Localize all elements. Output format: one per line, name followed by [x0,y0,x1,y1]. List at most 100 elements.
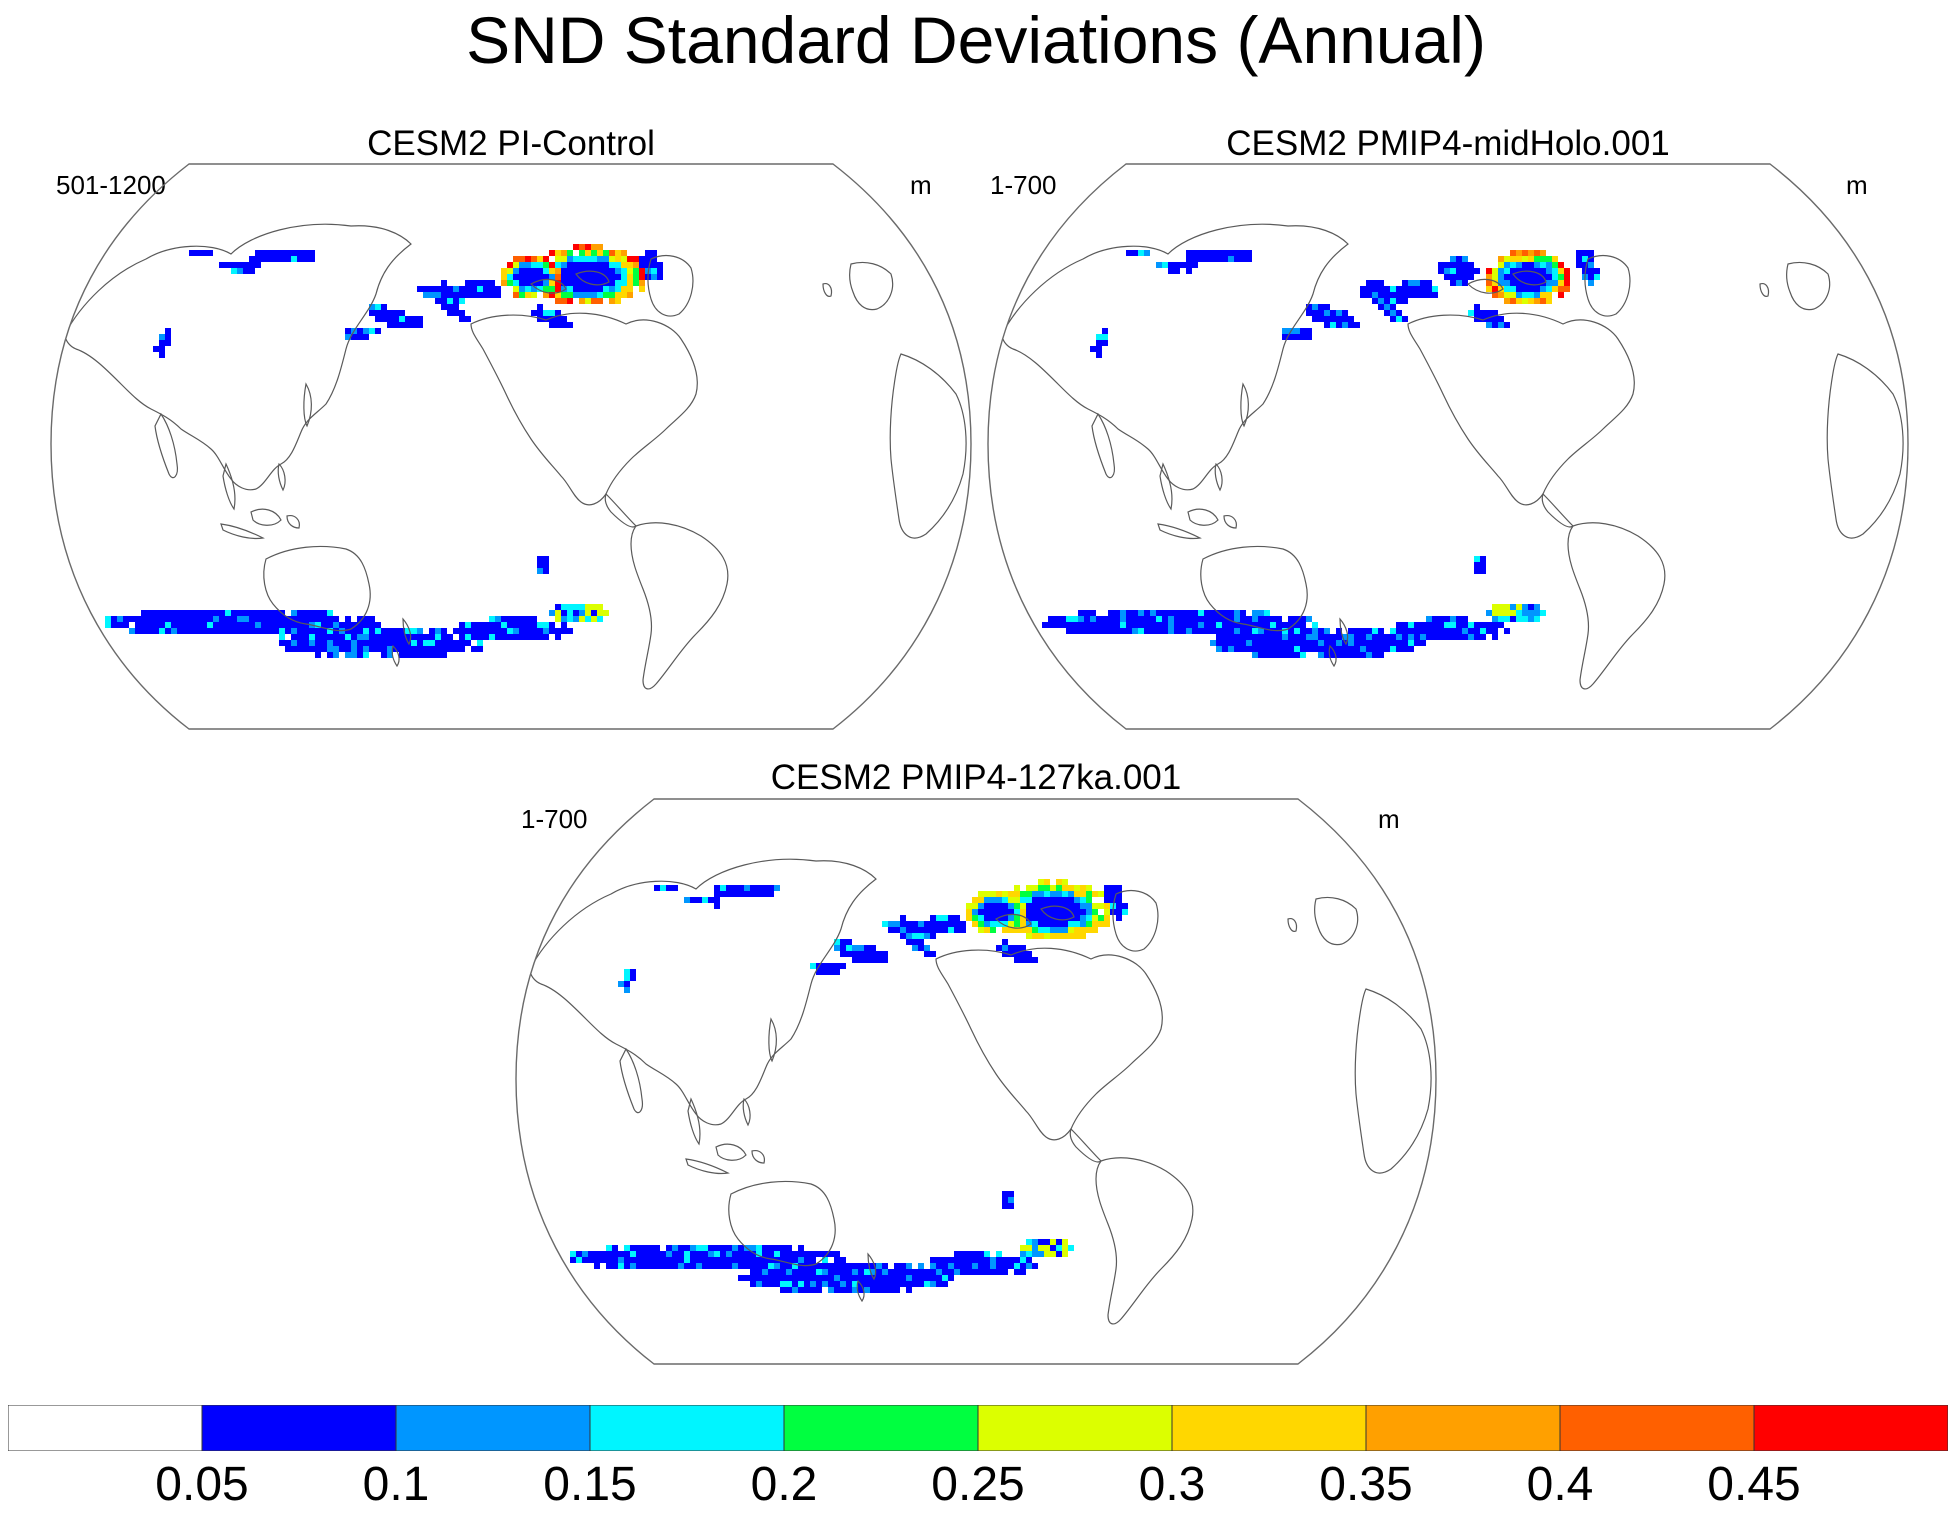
snow-cell [1546,298,1552,304]
snow-cell [894,921,900,927]
snow-cell [930,915,936,921]
snow-cell [393,634,399,640]
snow-cell [1210,628,1216,634]
snow-cell [345,328,351,334]
snow-cell [1276,634,1282,640]
snow-cell [618,981,624,987]
snow-cell [1204,622,1210,628]
snow-cell [477,628,483,634]
coastline [1759,283,1770,297]
snow-cell [1438,634,1444,640]
snow-cell [423,646,429,652]
snow-cell [888,927,894,933]
snow-cell [363,634,369,640]
snow-cell [798,1245,804,1251]
snow-cell [1186,256,1192,262]
snow-cell [972,897,978,903]
snow-cell [1438,616,1444,622]
snow-cell [948,1269,954,1275]
snow-cell [255,622,261,628]
snow-cell [1090,628,1096,634]
snow-cell [1038,885,1044,891]
snow-cell [1372,280,1378,286]
snow-cell [1038,927,1044,933]
snow-cell [525,622,531,628]
snow-cell [1480,628,1486,634]
snow-cell [579,610,585,616]
snow-cell [1026,903,1032,909]
panel-3-map [515,798,1437,1365]
snow-cell [537,562,543,568]
snow-cell [1522,286,1528,292]
snow-cell [501,280,507,286]
snow-cell [840,951,846,957]
snow-cell [453,646,459,652]
snow-cell [1258,640,1264,646]
snow-cell [1044,885,1050,891]
snow-cell [1038,915,1044,921]
snow-cell [621,256,627,262]
map-frame [515,798,1437,1365]
snow-cell [858,951,864,957]
snow-cell [1138,616,1144,622]
snow-cell [732,1251,738,1257]
snow-cell [159,628,165,634]
snow-cell [654,885,660,891]
snow-cell [1240,634,1246,640]
snow-cell [846,951,852,957]
snow-cell [696,897,702,903]
snow-cell [465,640,471,646]
snow-cell [1366,292,1372,298]
coastline [220,523,265,540]
snow-cell [591,610,597,616]
snow-cell [303,610,309,616]
snow-cell [495,616,501,622]
snow-cell [990,897,996,903]
snow-cell [1026,897,1032,903]
snow-cell [207,610,213,616]
snow-cell [810,1251,816,1257]
snow-cell [1324,628,1330,634]
snow-cell [189,250,195,256]
snow-cell [1240,628,1246,634]
snow-cell [762,1269,768,1275]
snow-cell [948,1263,954,1269]
snow-cell [1330,316,1336,322]
snow-cell [1032,1263,1038,1269]
snow-cell [597,250,603,256]
snow-cell [624,1245,630,1251]
snow-cell [441,628,447,634]
snow-cell [537,274,543,280]
coastline [575,270,610,286]
snow-cell [153,622,159,628]
snow-cell [1086,909,1092,915]
snow-cell [573,610,579,616]
snow-cell [417,640,423,646]
snow-cell [1378,652,1384,658]
snow-cell [501,622,507,628]
snow-cell [219,622,225,628]
snow-cell [648,1251,654,1257]
snow-cell [996,903,1002,909]
snow-cell [375,310,381,316]
snow-cell [399,646,405,652]
snow-cell [297,622,303,628]
snow-cell [930,933,936,939]
snow-cell [918,939,924,945]
snow-cell [840,1269,846,1275]
coastlines [1001,223,1904,690]
colorbar-bin [395,1405,591,1451]
snow-cell [1306,646,1312,652]
snow-cell [780,1281,786,1287]
snow-cell [840,945,846,951]
snow-cell [972,1251,978,1257]
snow-cell [1498,256,1504,262]
snow-cell [1348,646,1354,652]
coastlines [64,223,967,690]
snow-cell [513,292,519,298]
snow-cell [1162,622,1168,628]
snow-cell [501,628,507,634]
snow-cell [381,634,387,640]
snow-cell [483,286,489,292]
snow-cell [1020,1263,1026,1269]
